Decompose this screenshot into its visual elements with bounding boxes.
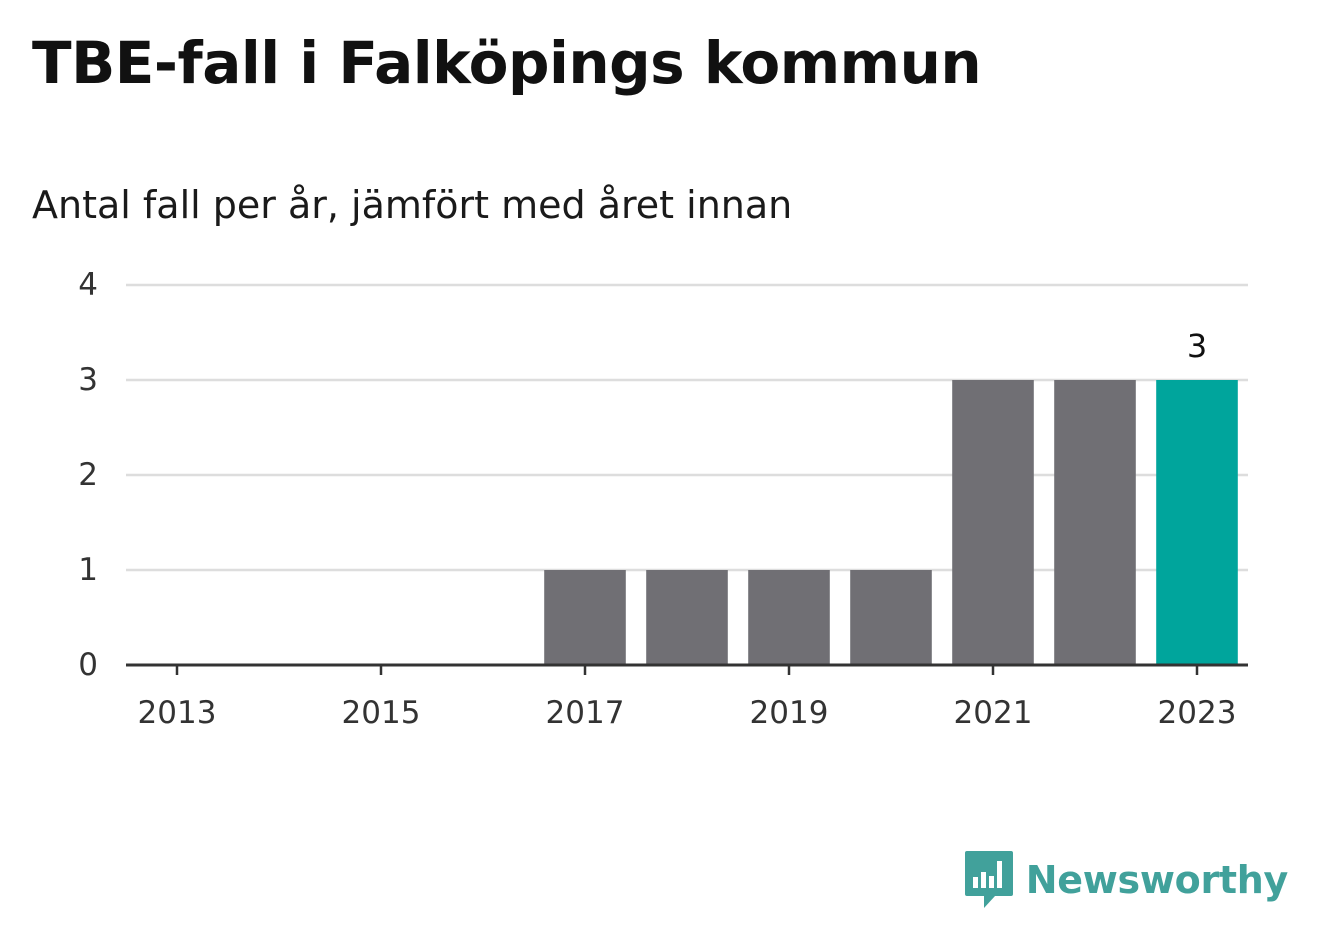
labels: 0 1 2 3 4 2013 2015 2017 2019 2021 2023 3 [78,267,1236,731]
x-tick-label: 2017 [546,695,625,731]
x-tick-label: 2021 [954,695,1033,731]
bars [544,380,1238,665]
chart-subtitle: Antal fall per år, jämfört med året inna… [32,183,793,227]
bar-2020 [850,570,932,665]
y-tick-label: 2 [78,457,98,493]
bar-2017 [544,570,626,665]
newsworthy-logo-icon [964,851,1013,908]
bar-2021 [952,380,1034,665]
axes [126,663,1248,675]
y-tick-label: 4 [78,267,98,303]
x-tick-label: 2023 [1158,695,1237,731]
chart-title: TBE-fall i Falköpings kommun [32,29,982,97]
brand-logo: Newsworthy [964,850,1288,910]
data-label: 3 [1187,327,1207,365]
x-tick-label: 2015 [342,695,421,731]
bar-2018 [646,570,728,665]
x-tick-label: 2013 [138,695,217,731]
bar-chart: 0 1 2 3 4 2013 2015 2017 2019 2021 2023 3 [78,267,1248,731]
brand-name: Newsworthy [1025,858,1289,902]
bar-2019 [748,570,830,665]
x-tick-label: 2019 [750,695,829,731]
y-tick-label: 3 [78,362,98,398]
y-tick-label: 0 [78,647,98,683]
y-tick-label: 1 [78,552,98,588]
bar-2022 [1054,380,1136,665]
bar-2023 [1156,380,1238,665]
